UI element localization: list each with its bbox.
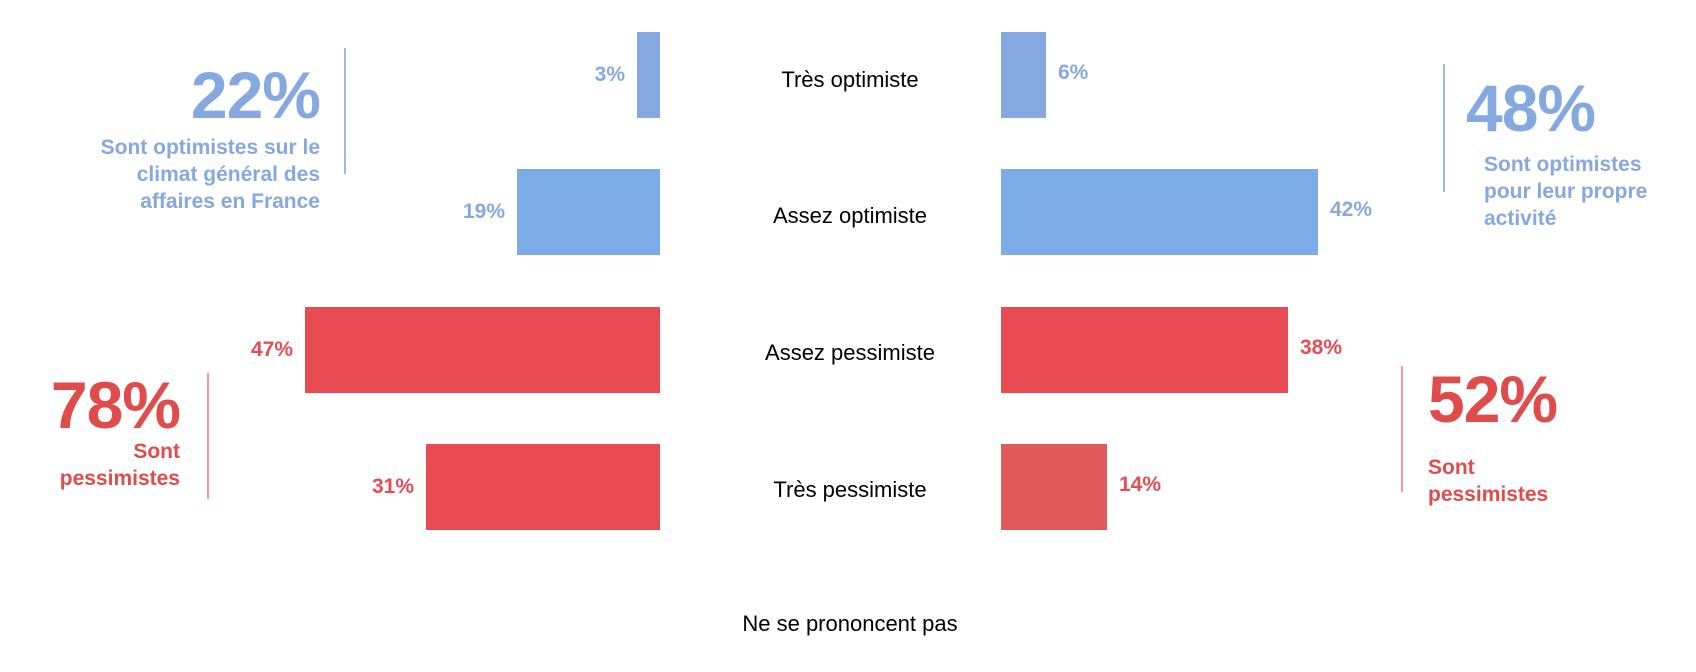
summary-text-line: Sont <box>133 440 180 463</box>
category-label: Très optimiste <box>781 67 919 92</box>
bar-left-1 <box>517 169 660 255</box>
summary-text-line: affaires en France <box>140 190 320 213</box>
divider-line <box>1443 64 1445 192</box>
summary-text-line: pessimistes <box>1428 483 1549 506</box>
summary-value: 22% <box>190 58 321 132</box>
category-label: Assez pessimiste <box>765 340 935 365</box>
category-label: Assez optimiste <box>772 203 928 228</box>
summary-right-pessimists: 52% Sont pessimistes <box>1428 366 1648 508</box>
category-label: Très pessimiste <box>773 477 927 502</box>
value-label-right-1: 42% <box>1330 198 1373 221</box>
value-label-left-3: 31% <box>371 475 414 498</box>
bar-left-2 <box>305 307 660 393</box>
summary-text-line: Sont optimistes <box>1484 153 1642 176</box>
value-label-left-0: 3% <box>594 63 625 86</box>
summary-text-line: pessimistes <box>59 467 180 490</box>
summary-text-line: pour leur propre <box>1484 180 1648 203</box>
summary-value: 52% <box>1428 362 1558 436</box>
value-label-left-1: 19% <box>462 200 505 223</box>
value-label-right-0: 6% <box>1058 61 1089 84</box>
no-opinion-label: Ne se prononcent pas <box>742 611 958 636</box>
bar-left-0 <box>637 32 660 118</box>
summary-text-line: Sont <box>1428 456 1475 479</box>
summary-text-line: activité <box>1484 207 1557 230</box>
bar-right-1 <box>1001 169 1318 255</box>
summary-left-pessimists: 78% Sont pessimistes <box>10 368 181 492</box>
bar-left-3 <box>426 444 660 530</box>
summary-right-optimists: 48% Sont optimistes pour leur propre act… <box>1466 75 1686 232</box>
summary-value: 78% <box>50 368 181 442</box>
summary-text-line: climat général des <box>136 163 320 186</box>
divider-line <box>344 48 346 174</box>
bar-right-3 <box>1001 444 1107 530</box>
value-label-right-2: 38% <box>1300 336 1343 359</box>
bar-right-0 <box>1001 32 1046 118</box>
summary-text-line: Sont optimistes sur le <box>100 136 320 159</box>
divider-line <box>1401 366 1403 492</box>
bar-right-2 <box>1001 307 1288 393</box>
summary-value: 48% <box>1466 71 1596 145</box>
value-label-left-2: 47% <box>250 338 293 361</box>
value-label-right-3: 14% <box>1119 473 1162 496</box>
summary-left-optimists: 22% Sont optimistes sur le climat généra… <box>40 58 321 215</box>
divider-line <box>207 373 209 499</box>
